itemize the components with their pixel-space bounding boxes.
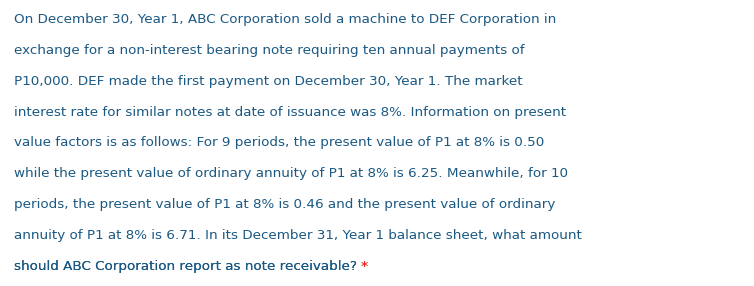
Text: P10,000. DEF made the first payment on December 30, Year 1. The market: P10,000. DEF made the first payment on D… (14, 75, 523, 88)
Text: while the present value of ordinary annuity of P1 at 8% is 6.25. Meanwhile, for : while the present value of ordinary annu… (14, 167, 568, 180)
Text: value factors is as follows: For 9 periods, the present value of P1 at 8% is 0.5: value factors is as follows: For 9 perio… (14, 136, 544, 149)
Text: should ABC Corporation report as note receivable?: should ABC Corporation report as note re… (14, 260, 361, 273)
Text: interest rate for similar notes at date of issuance was 8%. Information on prese: interest rate for similar notes at date … (14, 106, 566, 118)
Text: annuity of P1 at 8% is 6.71. In its December 31, Year 1 balance sheet, what amou: annuity of P1 at 8% is 6.71. In its Dece… (14, 229, 581, 242)
Text: exchange for a non-interest bearing note requiring ten annual payments of: exchange for a non-interest bearing note… (14, 44, 524, 57)
Text: *: * (361, 260, 368, 273)
Text: periods, the present value of P1 at 8% is 0.46 and the present value of ordinary: periods, the present value of P1 at 8% i… (14, 198, 555, 211)
Text: should ABC Corporation report as note receivable?: should ABC Corporation report as note re… (14, 260, 361, 273)
Text: On December 30, Year 1, ABC Corporation sold a machine to DEF Corporation in: On December 30, Year 1, ABC Corporation … (14, 13, 556, 26)
